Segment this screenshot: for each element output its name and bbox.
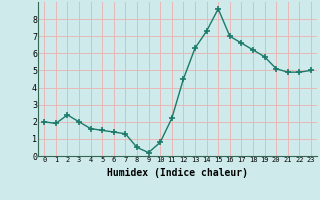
X-axis label: Humidex (Indice chaleur): Humidex (Indice chaleur) (107, 168, 248, 178)
